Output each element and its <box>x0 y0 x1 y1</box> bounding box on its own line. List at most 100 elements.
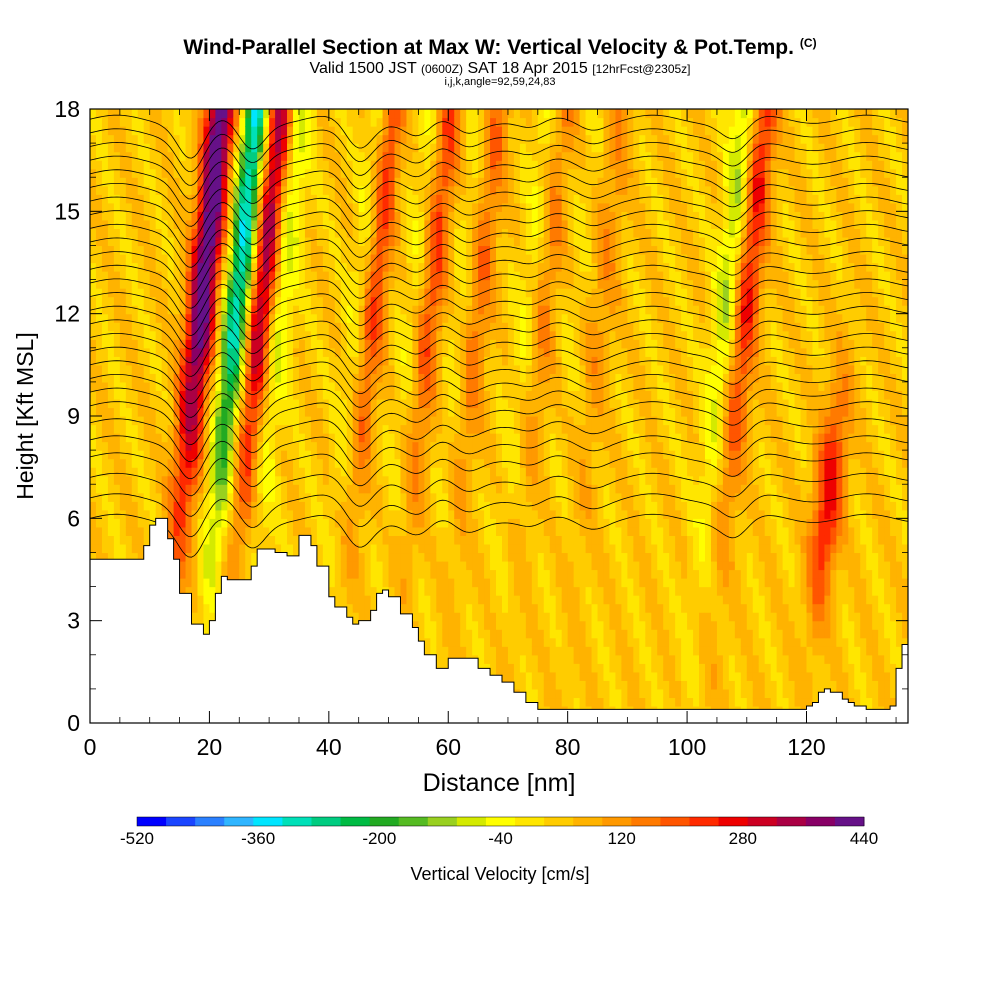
heatmap-cell <box>215 236 222 247</box>
heatmap-cell <box>209 305 216 315</box>
heatmap-cell <box>167 177 175 187</box>
heatmap-cell <box>251 245 258 255</box>
heatmap-cell <box>197 543 205 554</box>
heatmap-cell <box>448 168 455 178</box>
heatmap-cell <box>227 364 234 374</box>
heatmap-cell <box>203 305 211 315</box>
heatmap-cell <box>316 398 324 409</box>
heatmap-cell <box>90 322 97 332</box>
heatmap-cell <box>155 168 163 178</box>
heatmap-cell <box>161 347 169 357</box>
heatmap-cell <box>484 552 491 562</box>
heatmap-cell <box>394 560 402 571</box>
heatmap-cell <box>113 271 121 281</box>
heatmap-cell <box>269 458 276 468</box>
heatmap-cell <box>143 322 151 332</box>
heatmap-cell <box>448 279 455 289</box>
heatmap-cell <box>125 109 133 119</box>
heatmap-cell <box>424 433 431 443</box>
heatmap-cell <box>484 390 491 400</box>
heatmap-cell <box>203 253 211 264</box>
heatmap-cell <box>364 424 372 434</box>
heatmap-cell <box>376 143 384 153</box>
heatmap-cell <box>358 441 366 451</box>
heatmap-cell <box>334 569 342 579</box>
heatmap-cell <box>424 211 431 221</box>
heatmap-cell <box>191 305 199 315</box>
heatmap-cell <box>173 202 181 212</box>
heatmap-cell <box>227 262 234 272</box>
heatmap-cell <box>370 458 378 468</box>
heatmap-cell <box>293 398 300 409</box>
heatmap-cell <box>233 177 240 187</box>
heatmap-cell <box>442 407 449 417</box>
heatmap-cell <box>346 185 354 195</box>
heatmap-cell <box>460 407 467 417</box>
heatmap-cell <box>179 441 187 451</box>
heatmap-cell <box>454 211 461 221</box>
heatmap-cell <box>251 552 258 562</box>
heatmap-cell <box>281 305 288 315</box>
heatmap-cell <box>113 347 121 357</box>
heatmap-cell <box>233 364 240 374</box>
heatmap-cell <box>376 356 384 366</box>
heatmap-cell <box>418 202 425 212</box>
heatmap-cell <box>263 484 270 494</box>
heatmap-cell <box>424 492 431 502</box>
heatmap-cell <box>191 467 199 477</box>
heatmap-cell <box>203 441 211 451</box>
heatmap-cell <box>478 143 485 153</box>
heatmap-cell <box>472 475 479 485</box>
heatmap-cell <box>293 305 300 315</box>
heatmap-cell <box>358 109 366 119</box>
heatmap-cell <box>287 228 294 238</box>
heatmap-cell <box>167 126 175 136</box>
heatmap-cell <box>484 586 491 596</box>
heatmap-cell <box>304 347 312 357</box>
heatmap-cell <box>143 219 151 229</box>
heatmap-cell <box>346 492 354 502</box>
heatmap-cell <box>358 467 366 477</box>
heatmap-cell <box>460 253 467 264</box>
heatmap-cell <box>251 398 258 409</box>
heatmap-cell <box>125 467 133 477</box>
heatmap-cell <box>442 151 449 161</box>
heatmap-cell <box>436 560 443 571</box>
heatmap-cell <box>358 433 366 443</box>
heatmap-cell <box>412 262 419 272</box>
heatmap-cell <box>460 219 467 229</box>
heatmap-cell <box>269 109 276 119</box>
heatmap-cell <box>460 143 467 153</box>
heatmap-cell <box>490 484 497 494</box>
heatmap-cell <box>466 381 473 392</box>
heatmap-cell <box>95 467 103 477</box>
heatmap-cell <box>316 526 324 536</box>
heatmap-cell <box>460 501 467 511</box>
heatmap-cell <box>388 322 396 332</box>
heatmap-cell <box>340 407 348 417</box>
heatmap-cell <box>173 501 181 511</box>
heatmap-cell <box>107 450 115 460</box>
heatmap-cell <box>328 262 336 272</box>
heatmap-cell <box>460 492 467 502</box>
heatmap-cell <box>239 407 246 417</box>
heatmap-cell <box>293 441 300 451</box>
heatmap-cell <box>322 296 330 306</box>
heatmap-cell <box>269 535 276 545</box>
heatmap-cell <box>107 347 115 357</box>
heatmap-cell <box>418 492 425 502</box>
heatmap-cell <box>442 578 449 588</box>
heatmap-cell <box>376 381 384 392</box>
heatmap-cell <box>95 177 103 187</box>
heatmap-cell <box>496 560 503 571</box>
heatmap-cell <box>197 339 205 349</box>
heatmap-cell <box>478 560 485 571</box>
heatmap-cell <box>269 416 276 426</box>
heatmap-cell <box>263 441 270 451</box>
heatmap-cell <box>203 126 211 136</box>
heatmap-cell <box>173 177 181 187</box>
heatmap-cell <box>316 253 324 264</box>
heatmap-cell <box>125 416 133 426</box>
heatmap-cell <box>466 620 473 630</box>
heatmap-cell <box>221 339 228 349</box>
